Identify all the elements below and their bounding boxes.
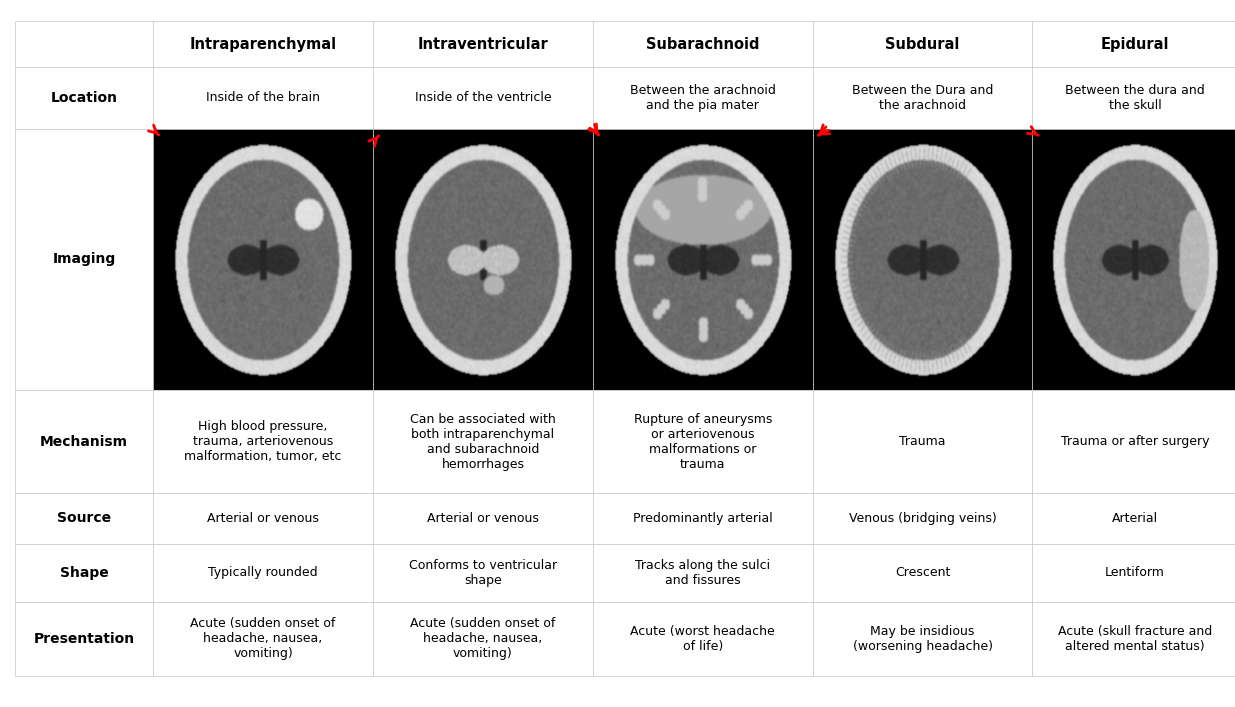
- Bar: [15, 67, 153, 129]
- Text: Intraparenchymal: Intraparenchymal: [189, 37, 337, 52]
- Text: Inside of the brain: Inside of the brain: [206, 91, 320, 105]
- Bar: [593, 129, 813, 390]
- Bar: [15, 390, 153, 493]
- Text: High blood pressure,
trauma, arteriovenous
malformation, tumor, etc: High blood pressure, trauma, arterioveno…: [184, 420, 342, 463]
- Text: Tracks along the sulci
and fissures: Tracks along the sulci and fissures: [635, 559, 771, 587]
- Text: Can be associated with
both intraparenchymal
and subarachnoid
hemorrhages: Can be associated with both intraparench…: [410, 412, 556, 471]
- Text: Between the dura and
the skull: Between the dura and the skull: [1065, 84, 1205, 112]
- Text: Between the Dura and
the arachnoid: Between the Dura and the arachnoid: [852, 84, 993, 112]
- Bar: [1032, 493, 1235, 544]
- Bar: [15, 493, 153, 544]
- Bar: [593, 544, 813, 602]
- Bar: [153, 21, 373, 67]
- Bar: [15, 544, 153, 602]
- Text: Acute (sudden onset of
headache, nausea,
vomiting): Acute (sudden onset of headache, nausea,…: [410, 617, 556, 660]
- Text: Location: Location: [51, 91, 117, 105]
- Text: Acute (sudden onset of
headache, nausea,
vomiting): Acute (sudden onset of headache, nausea,…: [190, 617, 336, 660]
- Bar: [15, 21, 153, 67]
- Bar: [153, 390, 373, 493]
- Text: Intraventricular: Intraventricular: [417, 37, 548, 52]
- Text: Arterial or venous: Arterial or venous: [427, 512, 538, 525]
- Bar: [593, 493, 813, 544]
- Text: Trauma or after surgery: Trauma or after surgery: [1061, 435, 1209, 448]
- Text: Shape: Shape: [59, 566, 109, 580]
- Bar: [1032, 21, 1235, 67]
- Text: Lentiform: Lentiform: [1105, 566, 1165, 579]
- Bar: [593, 602, 813, 676]
- Text: Presentation: Presentation: [33, 632, 135, 645]
- Bar: [1032, 390, 1235, 493]
- Text: Subdural: Subdural: [885, 37, 960, 52]
- Text: Imaging: Imaging: [52, 252, 116, 267]
- Bar: [813, 21, 1032, 67]
- Text: Acute (skull fracture and
altered mental status): Acute (skull fracture and altered mental…: [1058, 625, 1212, 653]
- Bar: [373, 129, 593, 390]
- Bar: [153, 493, 373, 544]
- Text: Epidural: Epidural: [1100, 37, 1170, 52]
- Bar: [813, 129, 1032, 390]
- Bar: [813, 544, 1032, 602]
- Text: Acute (worst headache
of life): Acute (worst headache of life): [630, 625, 776, 653]
- Text: Source: Source: [57, 511, 111, 525]
- Bar: [593, 67, 813, 129]
- Bar: [1032, 544, 1235, 602]
- Bar: [813, 390, 1032, 493]
- Bar: [153, 602, 373, 676]
- Text: Arterial or venous: Arterial or venous: [207, 512, 319, 525]
- Text: Subarachnoid: Subarachnoid: [646, 37, 760, 52]
- Bar: [15, 602, 153, 676]
- Bar: [373, 544, 593, 602]
- Bar: [593, 21, 813, 67]
- Bar: [373, 602, 593, 676]
- Text: Mechanism: Mechanism: [40, 435, 128, 448]
- Text: Venous (bridging veins): Venous (bridging veins): [848, 512, 997, 525]
- Bar: [1032, 602, 1235, 676]
- Text: Crescent: Crescent: [895, 566, 950, 579]
- Text: Predominantly arterial: Predominantly arterial: [632, 512, 773, 525]
- Bar: [153, 544, 373, 602]
- Bar: [373, 67, 593, 129]
- Text: Inside of the ventricle: Inside of the ventricle: [415, 91, 551, 105]
- Text: Arterial: Arterial: [1112, 512, 1158, 525]
- Text: Conforms to ventricular
shape: Conforms to ventricular shape: [409, 559, 557, 587]
- Bar: [813, 493, 1032, 544]
- Text: Trauma: Trauma: [899, 435, 946, 448]
- Bar: [813, 602, 1032, 676]
- Bar: [593, 390, 813, 493]
- Text: Between the arachnoid
and the pia mater: Between the arachnoid and the pia mater: [630, 84, 776, 112]
- Text: May be insidious
(worsening headache): May be insidious (worsening headache): [852, 625, 993, 653]
- Bar: [1032, 129, 1235, 390]
- Bar: [153, 129, 373, 390]
- Bar: [373, 493, 593, 544]
- Bar: [373, 21, 593, 67]
- Text: Rupture of aneurysms
or arteriovenous
malformations or
trauma: Rupture of aneurysms or arteriovenous ma…: [634, 412, 772, 471]
- Bar: [1032, 67, 1235, 129]
- Bar: [15, 129, 153, 390]
- Bar: [153, 67, 373, 129]
- Text: Typically rounded: Typically rounded: [209, 566, 317, 579]
- Bar: [813, 67, 1032, 129]
- Bar: [373, 390, 593, 493]
